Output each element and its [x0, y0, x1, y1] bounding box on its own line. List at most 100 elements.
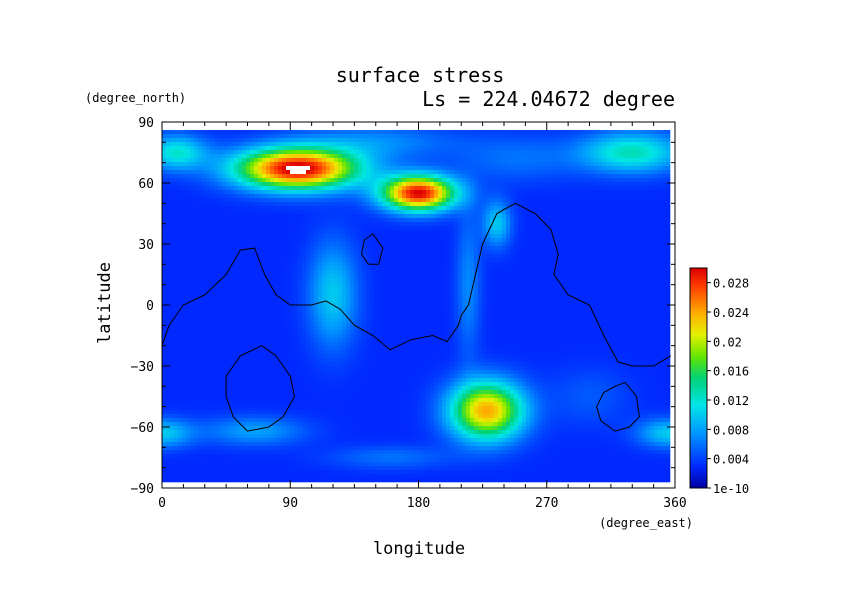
- heatmap-cell: [198, 238, 203, 243]
- heatmap-cell: [170, 418, 175, 423]
- heatmap-cell: [266, 250, 271, 255]
- heatmap-cell: [334, 378, 339, 383]
- heatmap-cell: [342, 194, 347, 199]
- heatmap-cell: [346, 378, 351, 383]
- heatmap-cell: [190, 210, 195, 215]
- heatmap-cell: [354, 190, 359, 195]
- heatmap-cell: [302, 154, 307, 159]
- heatmap-cell: [318, 354, 323, 359]
- heatmap-cell: [254, 306, 259, 311]
- heatmap-cell: [278, 226, 283, 231]
- heatmap-cell: [178, 474, 183, 479]
- heatmap-cell: [254, 186, 259, 191]
- heatmap-cell: [166, 474, 171, 479]
- heatmap-cell: [290, 230, 295, 235]
- heatmap-cell: [322, 434, 327, 439]
- heatmap-cell: [270, 154, 275, 159]
- heatmap-cell: [258, 310, 263, 315]
- heatmap-cell: [254, 298, 259, 303]
- heatmap-cell: [366, 202, 371, 207]
- heatmap-cell: [266, 466, 271, 471]
- heatmap-cell: [306, 354, 311, 359]
- heatmap-cell: [262, 210, 267, 215]
- heatmap-cell: [266, 338, 271, 343]
- heatmap-cell: [378, 206, 383, 211]
- heatmap-cell: [326, 178, 331, 183]
- heatmap-cell: [258, 162, 263, 167]
- heatmap-cell: [170, 206, 175, 211]
- heatmap-cell: [366, 370, 371, 375]
- heatmap-cell: [178, 362, 183, 367]
- heatmap-cell: [194, 234, 199, 239]
- heatmap-cell: [346, 178, 351, 183]
- heatmap-cell: [190, 146, 195, 151]
- heatmap-cell: [258, 286, 263, 291]
- heatmap-cell: [230, 470, 235, 475]
- heatmap-cell: [306, 374, 311, 379]
- heatmap-cell: [378, 478, 383, 483]
- heatmap-cell: [214, 266, 219, 271]
- heatmap-cell: [270, 326, 275, 331]
- heatmap-cell: [246, 206, 251, 211]
- heatmap-cell: [274, 250, 279, 255]
- heatmap-cell: [226, 250, 231, 255]
- heatmap-cell: [362, 182, 367, 187]
- heatmap-cell: [378, 174, 383, 179]
- heatmap-cell: [242, 346, 247, 351]
- heatmap-cell: [302, 302, 307, 307]
- heatmap-cell: [290, 478, 295, 483]
- heatmap-cell: [218, 166, 223, 171]
- heatmap-cell: [274, 414, 279, 419]
- heatmap-cell: [294, 386, 299, 391]
- heatmap-cell: [218, 202, 223, 207]
- heatmap-cell: [230, 182, 235, 187]
- heatmap-cell: [178, 246, 183, 251]
- heatmap-cell: [226, 378, 231, 383]
- heatmap-cell: [310, 358, 315, 363]
- heatmap-cell: [274, 458, 279, 463]
- heatmap-cell: [174, 194, 179, 199]
- heatmap-cell: [334, 258, 339, 263]
- heatmap-cell: [170, 446, 175, 451]
- heatmap-cell: [238, 234, 243, 239]
- heatmap-cell: [306, 278, 311, 283]
- heatmap-cell: [310, 158, 315, 163]
- heatmap-cell: [382, 234, 387, 239]
- heatmap-cell: [218, 410, 223, 415]
- heatmap-cell: [250, 186, 255, 191]
- heatmap-cell: [278, 182, 283, 187]
- heatmap-cell: [190, 230, 195, 235]
- heatmap-cell: [178, 342, 183, 347]
- heatmap-cell: [182, 198, 187, 203]
- heatmap-cell: [166, 182, 171, 187]
- heatmap-cell: [370, 158, 375, 163]
- heatmap-cell: [234, 366, 239, 371]
- heatmap-cell: [326, 398, 331, 403]
- heatmap-cell: [250, 150, 255, 155]
- heatmap-cell: [198, 170, 203, 175]
- heatmap-cell: [246, 214, 251, 219]
- heatmap-cell: [258, 446, 263, 451]
- heatmap-cell: [214, 430, 219, 435]
- heatmap-cell: [338, 366, 343, 371]
- heatmap-cell: [170, 150, 175, 155]
- heatmap-cell: [350, 162, 355, 167]
- heatmap-cell: [282, 414, 287, 419]
- heatmap-cell: [186, 402, 191, 407]
- heatmap-cell: [374, 214, 379, 219]
- heatmap-cell: [222, 370, 227, 375]
- heatmap-cell: [222, 430, 227, 435]
- heatmap-cell: [322, 158, 327, 163]
- heatmap-cell: [270, 446, 275, 451]
- heatmap-cell: [198, 430, 203, 435]
- heatmap-cell: [246, 370, 251, 375]
- heatmap-cell: [174, 146, 179, 151]
- heatmap-cell: [262, 402, 267, 407]
- heatmap-cell: [338, 190, 343, 195]
- heatmap-cell: [210, 182, 215, 187]
- heatmap-cell: [182, 378, 187, 383]
- heatmap-cell: [258, 250, 263, 255]
- heatmap-cell: [162, 334, 167, 339]
- heatmap-cell: [166, 210, 171, 215]
- heatmap-cell: [330, 426, 335, 431]
